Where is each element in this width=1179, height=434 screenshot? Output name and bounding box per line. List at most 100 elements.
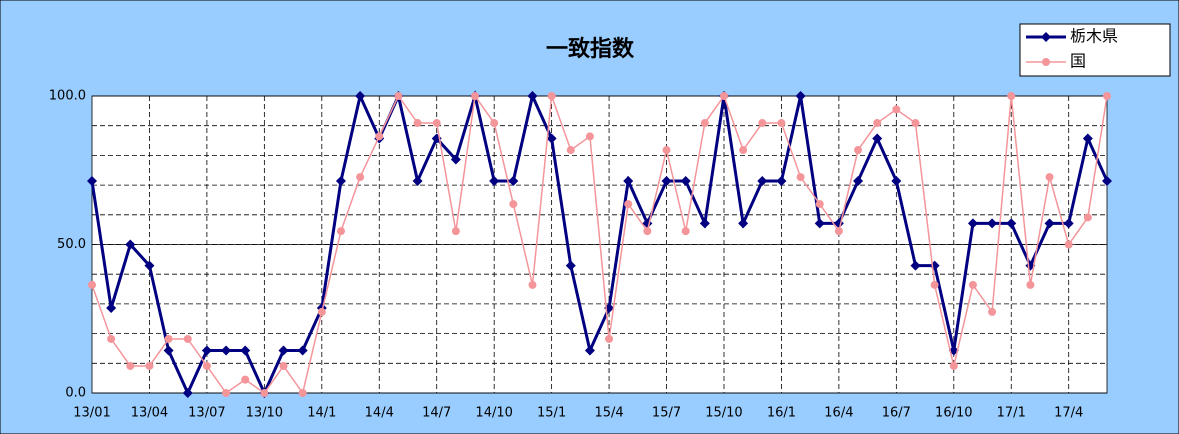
point-marker (854, 146, 863, 155)
x-tick-label: 16/10 (935, 406, 972, 421)
chart-title: 一致指数 (546, 36, 635, 62)
point-marker (335, 175, 346, 186)
point-marker (738, 218, 749, 229)
point-marker (412, 175, 423, 186)
point-marker (240, 345, 251, 356)
point-marker (643, 227, 652, 236)
point-marker (1102, 175, 1112, 186)
point-marker (451, 227, 460, 236)
point-marker (892, 105, 901, 114)
point-marker (527, 91, 538, 101)
point-marker (1063, 218, 1074, 229)
point-marker (87, 175, 97, 186)
legend-label: 国 (1070, 52, 1086, 71)
y-tick-label: 100.0 (49, 89, 86, 104)
x-tick-label: 13/10 (246, 406, 283, 421)
x-tick-label: 16/7 (882, 406, 911, 421)
point-marker (1045, 173, 1054, 182)
point-marker (278, 345, 289, 356)
point-marker (853, 175, 864, 186)
point-marker (719, 92, 728, 100)
point-marker (489, 175, 500, 186)
point-marker (624, 200, 633, 209)
legend-marker (1042, 58, 1050, 66)
point-marker (623, 175, 634, 186)
point-marker (910, 260, 921, 271)
point-marker (566, 146, 575, 155)
point-marker (547, 92, 556, 100)
point-marker (795, 91, 806, 101)
x-tick-label: 14/7 (422, 406, 451, 421)
x-tick-label: 14/4 (365, 406, 394, 421)
point-marker (298, 389, 307, 397)
legend-marker (1041, 32, 1051, 42)
point-marker (814, 218, 825, 229)
point-marker (662, 146, 671, 155)
x-tick-label: 14/1 (307, 406, 336, 421)
x-tick-label: 16/1 (767, 406, 796, 421)
point-marker (777, 119, 786, 128)
point-marker (681, 227, 690, 236)
point-marker (988, 307, 997, 316)
point-marker (201, 345, 212, 356)
plot-border (91, 95, 1108, 394)
point-marker (221, 345, 232, 356)
point-marker (508, 175, 519, 186)
point-marker (528, 280, 537, 289)
point-marker (88, 280, 96, 289)
point-marker (183, 334, 192, 343)
point-marker (182, 388, 193, 398)
x-tick-label: 15/10 (705, 406, 742, 421)
x-tick-label: 13/01 (73, 406, 110, 421)
point-marker (375, 132, 384, 141)
x-tick-label: 15/4 (594, 406, 623, 421)
point-marker (471, 92, 480, 100)
point-marker (260, 389, 269, 397)
point-marker (413, 119, 422, 128)
point-marker (432, 119, 441, 128)
legend (1019, 23, 1171, 77)
point-marker (776, 175, 787, 186)
x-tick-label: 17/4 (1054, 406, 1083, 421)
point-marker (336, 227, 345, 236)
point-marker (987, 218, 998, 229)
point-marker (106, 303, 117, 314)
point-marker (317, 307, 326, 316)
point-marker (145, 361, 154, 370)
point-marker (1006, 218, 1017, 229)
point-marker (279, 361, 288, 370)
point-marker (1044, 218, 1055, 229)
point-marker (739, 146, 748, 155)
y-tick-label: 50.0 (57, 237, 86, 252)
point-marker (758, 119, 767, 128)
point-marker (355, 91, 366, 101)
point-marker (1083, 213, 1092, 222)
point-marker (202, 361, 211, 370)
point-marker (930, 280, 939, 289)
point-marker (584, 345, 595, 356)
point-marker (911, 119, 920, 128)
point-marker (605, 334, 614, 343)
point-marker (872, 133, 883, 144)
point-marker (394, 92, 403, 100)
point-marker (1103, 92, 1111, 100)
point-marker (699, 218, 710, 229)
point-marker (834, 227, 843, 236)
point-marker (700, 119, 709, 128)
point-marker (1064, 240, 1073, 249)
x-tick-label: 13/07 (188, 406, 225, 421)
point-marker (815, 200, 824, 209)
y-tick-label: 0.0 (65, 386, 86, 401)
point-marker (585, 132, 594, 141)
point-marker (565, 260, 576, 271)
x-tick-label: 17/1 (997, 406, 1026, 421)
point-marker (490, 119, 499, 128)
point-marker (680, 175, 691, 186)
point-marker (968, 280, 977, 289)
x-tick-label: 15/1 (537, 406, 566, 421)
point-marker (661, 175, 672, 186)
x-tick-label: 14/10 (475, 406, 512, 421)
point-marker (949, 361, 958, 370)
point-marker (125, 239, 136, 250)
